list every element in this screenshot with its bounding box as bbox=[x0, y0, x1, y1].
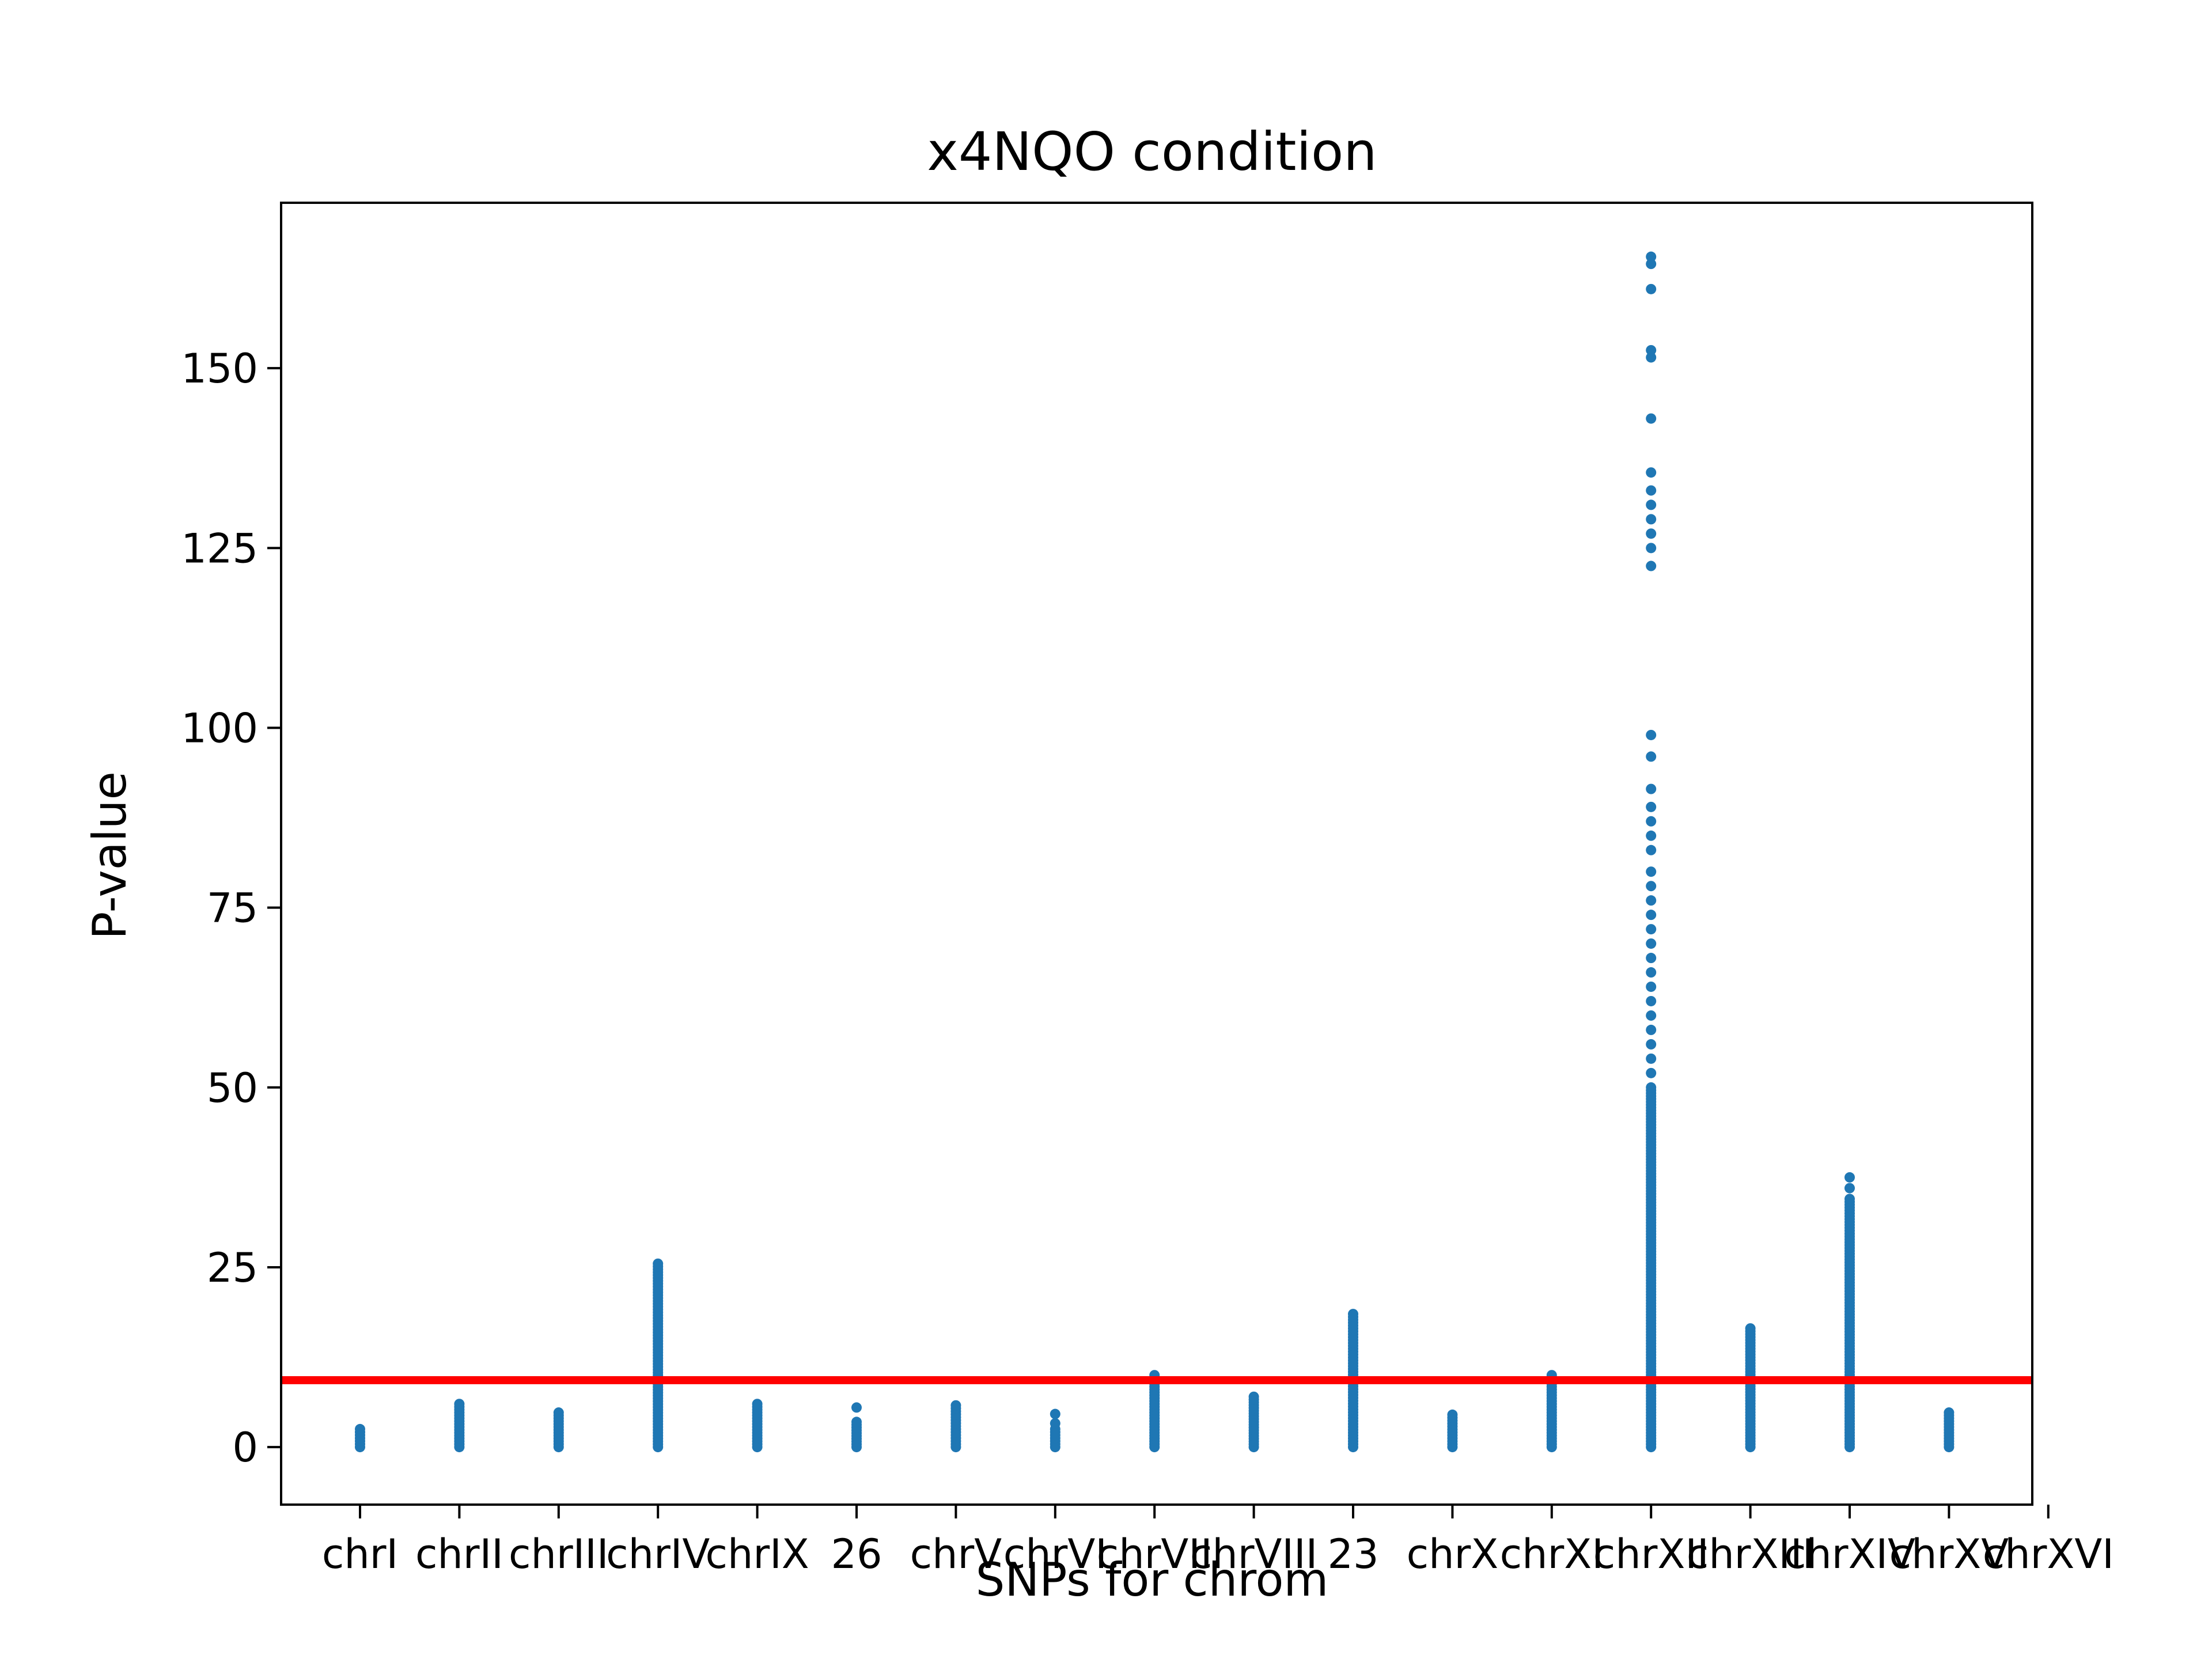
data-point bbox=[950, 1400, 961, 1411]
data-point bbox=[1646, 801, 1657, 812]
y-tick-label: 0 bbox=[232, 1424, 258, 1471]
data-point bbox=[1646, 910, 1657, 921]
y-tick-label: 75 bbox=[207, 885, 258, 932]
data-point bbox=[1646, 467, 1657, 478]
x-tick-label: chrVI bbox=[1003, 1531, 1107, 1578]
y-tick-label: 50 bbox=[207, 1065, 258, 1112]
data-point bbox=[1745, 1323, 1756, 1334]
data-point bbox=[1646, 783, 1657, 794]
data-point bbox=[1646, 866, 1657, 877]
data-point bbox=[1646, 729, 1657, 740]
x-tick-label: chrIX bbox=[705, 1531, 809, 1578]
x-tick-label: 26 bbox=[831, 1531, 882, 1578]
x-tick-label: chrXV bbox=[1889, 1531, 2009, 1578]
data-point bbox=[1646, 816, 1657, 827]
x-tick-label: chrXI bbox=[1500, 1531, 1604, 1578]
y-tick-label: 25 bbox=[207, 1244, 258, 1291]
data-point bbox=[653, 1258, 664, 1269]
data-point bbox=[1646, 499, 1657, 510]
data-point bbox=[1646, 1024, 1657, 1035]
data-point bbox=[1646, 352, 1657, 363]
x-tick-label: chrVII bbox=[1097, 1531, 1213, 1578]
data-point bbox=[1348, 1309, 1358, 1320]
data-point bbox=[1646, 251, 1657, 262]
data-point bbox=[454, 1399, 465, 1410]
data-point bbox=[1646, 751, 1657, 762]
data-point bbox=[1646, 413, 1657, 424]
data-point bbox=[1844, 1194, 1855, 1205]
data-point bbox=[1844, 1172, 1855, 1183]
data-point bbox=[851, 1416, 862, 1427]
data-point bbox=[1646, 844, 1657, 855]
data-point bbox=[1646, 514, 1657, 525]
data-point bbox=[1646, 953, 1657, 964]
x-tick-label: chrVIII bbox=[1190, 1531, 1317, 1578]
x-tick-label: chrV bbox=[910, 1531, 1002, 1578]
x-tick-label: chrXVI bbox=[1983, 1531, 2114, 1578]
data-point bbox=[1050, 1418, 1060, 1429]
data-point bbox=[1646, 283, 1657, 294]
data-point bbox=[1646, 1010, 1657, 1021]
data-point bbox=[1646, 259, 1657, 270]
data-point bbox=[1646, 924, 1657, 935]
data-point bbox=[1844, 1183, 1855, 1194]
data-point bbox=[355, 1423, 365, 1434]
data-point bbox=[1646, 528, 1657, 539]
x-tick-label: chrII bbox=[415, 1531, 503, 1578]
data-point bbox=[1447, 1409, 1458, 1420]
chart-title: x4NQO condition bbox=[927, 121, 1377, 183]
data-point bbox=[1050, 1408, 1060, 1419]
data-point bbox=[1944, 1407, 1955, 1418]
data-point bbox=[1248, 1391, 1259, 1402]
x-tick-label: chrXII bbox=[1593, 1531, 1709, 1578]
x-tick-label: chrIII bbox=[509, 1531, 609, 1578]
x-tick-label: chrX bbox=[1407, 1531, 1499, 1578]
data-point bbox=[1646, 995, 1657, 1006]
x-tick-label: chrIV bbox=[606, 1531, 710, 1578]
data-point bbox=[1646, 895, 1657, 906]
data-point bbox=[1646, 967, 1657, 978]
data-point bbox=[1646, 560, 1657, 571]
data-point bbox=[1646, 1039, 1657, 1050]
data-point bbox=[1646, 1067, 1657, 1078]
x-tick-label: 23 bbox=[1327, 1531, 1378, 1578]
axes-frame bbox=[280, 202, 2033, 1506]
x-tick-label: chrI bbox=[322, 1531, 398, 1578]
x-tick-label: chrXIV bbox=[1784, 1531, 1915, 1578]
data-point bbox=[1646, 881, 1657, 892]
y-tick-label: 150 bbox=[181, 345, 258, 392]
data-point bbox=[1646, 981, 1657, 992]
data-point bbox=[1646, 543, 1657, 554]
y-tick-label: 100 bbox=[181, 704, 258, 752]
data-point bbox=[553, 1407, 564, 1418]
data-point bbox=[752, 1399, 763, 1410]
x-axis-title: SNPs for chrom bbox=[976, 1553, 1329, 1607]
data-point bbox=[1646, 830, 1657, 841]
y-tick-label: 125 bbox=[181, 525, 258, 572]
data-point bbox=[1646, 485, 1657, 496]
data-point bbox=[851, 1402, 862, 1413]
data-point bbox=[1646, 1053, 1657, 1064]
plot-area: 0 25 50 75 100 125 150 chrI chrII chrIIIchrIVchrI… bbox=[181, 202, 2114, 1578]
x-tick-label: chrXIII bbox=[1687, 1531, 1815, 1578]
data-point bbox=[1646, 938, 1657, 949]
data-point bbox=[1646, 344, 1657, 355]
data-point bbox=[1646, 1082, 1657, 1093]
y-axis-title: P-value bbox=[83, 771, 137, 940]
